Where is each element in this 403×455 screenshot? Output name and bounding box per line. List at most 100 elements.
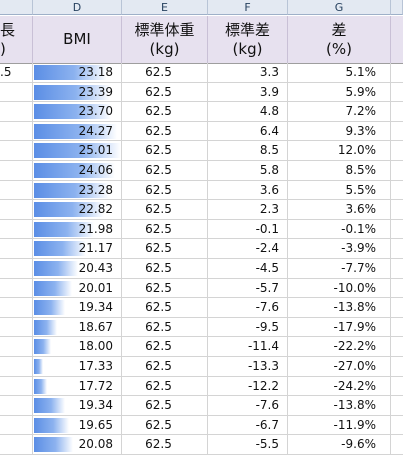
std-weight-cell[interactable]: 62.5 [122,396,208,416]
bmi-cell[interactable]: 22.82 [33,200,122,220]
std-weight-cell[interactable]: 62.5 [122,141,208,161]
std-diff-cell[interactable]: 3.9 [208,82,288,102]
std-weight-cell[interactable]: 62.5 [122,200,208,220]
std-weight-cell[interactable]: 62.5 [122,259,208,278]
std-diff-cell[interactable]: -6.7 [208,415,288,435]
std-diff-cell[interactable]: -0.1 [208,219,288,239]
std-diff-cell[interactable]: -4.5 [208,259,288,278]
height-cell[interactable] [0,337,33,357]
std-diff-cell[interactable]: 5.8 [208,161,288,180]
bmi-cell[interactable]: 19.65 [33,415,122,435]
std-diff-cell[interactable]: -5.5 [208,435,288,455]
bmi-cell[interactable]: 20.08 [33,435,122,455]
std-weight-cell[interactable]: 62.5 [122,161,208,180]
header-std-weight-cell[interactable]: 標準体重 (kg) [122,16,208,63]
diff-pct-cell[interactable]: -9.6% [288,435,391,455]
diff-pct-cell[interactable]: 12.0% [288,141,391,161]
height-cell[interactable] [0,396,33,416]
std-diff-cell[interactable]: 6.4 [208,121,288,141]
bmi-cell[interactable]: 21.17 [33,239,122,259]
column-header-h[interactable] [391,0,403,15]
std-diff-cell[interactable]: 4.8 [208,102,288,122]
height-cell[interactable] [0,82,33,102]
bmi-cell[interactable]: 17.72 [33,376,122,396]
height-cell[interactable] [0,141,33,161]
std-weight-cell[interactable]: 62.5 [122,219,208,239]
std-diff-cell[interactable]: -5.7 [208,278,288,298]
std-diff-cell[interactable]: 3.3 [208,63,288,82]
diff-pct-cell[interactable]: -7.7% [288,259,391,278]
bmi-cell[interactable]: 17.33 [33,357,122,376]
std-diff-cell[interactable]: 2.3 [208,200,288,220]
diff-pct-cell[interactable]: -24.2% [288,376,391,396]
std-diff-cell[interactable]: -13.3 [208,357,288,376]
std-diff-cell[interactable]: -7.6 [208,396,288,416]
height-cell[interactable] [0,219,33,239]
header-diff-pct-cell[interactable]: 差 (%) [288,16,391,63]
std-weight-cell[interactable]: 62.5 [122,337,208,357]
bmi-cell[interactable]: 21.98 [33,219,122,239]
height-cell[interactable] [0,278,33,298]
height-cell[interactable] [0,121,33,141]
std-diff-cell[interactable]: -11.4 [208,337,288,357]
std-weight-cell[interactable]: 62.5 [122,239,208,259]
diff-pct-cell[interactable]: 5.1% [288,63,391,82]
diff-pct-cell[interactable]: 5.5% [288,180,391,200]
std-weight-cell[interactable]: 62.5 [122,121,208,141]
diff-pct-cell[interactable]: -0.1% [288,219,391,239]
diff-pct-cell[interactable]: -27.0% [288,357,391,376]
height-cell[interactable] [0,161,33,180]
height-cell[interactable] [0,415,33,435]
bmi-cell[interactable]: 25.01 [33,141,122,161]
std-weight-cell[interactable]: 62.5 [122,317,208,337]
height-cell[interactable] [0,102,33,122]
bmi-cell[interactable]: 18.00 [33,337,122,357]
diff-pct-cell[interactable]: -13.8% [288,396,391,416]
std-diff-cell[interactable]: -2.4 [208,239,288,259]
height-cell[interactable] [0,259,33,278]
diff-pct-cell[interactable]: -10.0% [288,278,391,298]
header-bmi-cell[interactable]: BMI [33,16,122,63]
column-header-e[interactable]: E [122,0,208,15]
bmi-cell[interactable]: 24.06 [33,161,122,180]
bmi-cell[interactable]: 19.34 [33,298,122,318]
std-weight-cell[interactable]: 62.5 [122,278,208,298]
column-header-d[interactable]: D [33,0,122,15]
height-cell[interactable] [0,298,33,318]
column-header-c[interactable] [0,0,33,15]
std-diff-cell[interactable]: 3.6 [208,180,288,200]
bmi-cell[interactable]: 23.18 [33,63,122,82]
header-std-diff-cell[interactable]: 標準差 (kg) [208,16,288,63]
std-weight-cell[interactable]: 62.5 [122,357,208,376]
std-diff-cell[interactable]: -12.2 [208,376,288,396]
diff-pct-cell[interactable]: -13.8% [288,298,391,318]
column-header-g[interactable]: G [288,0,391,15]
diff-pct-cell[interactable]: -17.9% [288,317,391,337]
std-weight-cell[interactable]: 62.5 [122,435,208,455]
bmi-cell[interactable]: 23.39 [33,82,122,102]
bmi-cell[interactable]: 20.01 [33,278,122,298]
std-diff-cell[interactable]: -7.6 [208,298,288,318]
bmi-cell[interactable]: 24.27 [33,121,122,141]
std-diff-cell[interactable]: -9.5 [208,317,288,337]
std-weight-cell[interactable]: 62.5 [122,82,208,102]
bmi-cell[interactable]: 23.70 [33,102,122,122]
std-weight-cell[interactable]: 62.5 [122,298,208,318]
std-weight-cell[interactable]: 62.5 [122,180,208,200]
diff-pct-cell[interactable]: 9.3% [288,121,391,141]
height-cell[interactable] [0,239,33,259]
height-cell[interactable] [0,376,33,396]
height-cell[interactable] [0,435,33,455]
height-cell[interactable] [0,200,33,220]
std-weight-cell[interactable]: 62.5 [122,102,208,122]
height-cell[interactable] [0,317,33,337]
diff-pct-cell[interactable]: 3.6% [288,200,391,220]
column-header-f[interactable]: F [208,0,288,15]
std-diff-cell[interactable]: 8.5 [208,141,288,161]
diff-pct-cell[interactable]: 7.2% [288,102,391,122]
diff-pct-cell[interactable]: 8.5% [288,161,391,180]
height-cell[interactable] [0,357,33,376]
std-weight-cell[interactable]: 62.5 [122,376,208,396]
std-weight-cell[interactable]: 62.5 [122,63,208,82]
height-cell[interactable]: .5 [0,63,33,82]
